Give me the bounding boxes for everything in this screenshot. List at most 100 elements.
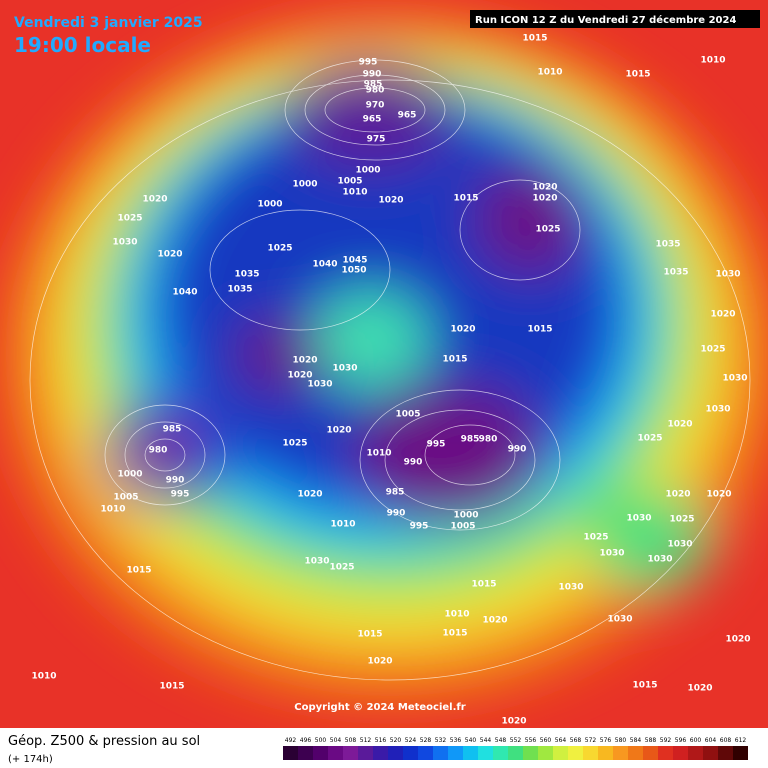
colorbar-cell xyxy=(328,746,343,760)
copyright: Copyright © 2024 Meteociel.fr xyxy=(294,702,465,713)
pressure-label: 1015 xyxy=(527,325,552,335)
colorbar-label: 540 xyxy=(465,737,477,744)
colorbar-cell xyxy=(703,746,718,760)
colorbar-cell xyxy=(688,746,703,760)
colorbar-cell xyxy=(598,746,613,760)
colorbar-cell xyxy=(298,746,313,760)
pressure-label: 1020 xyxy=(142,195,167,205)
pressure-label: 1035 xyxy=(234,270,259,280)
pressure-label: 1025 xyxy=(282,439,307,449)
colorbar-label: 564 xyxy=(555,737,567,744)
colorbar-cell xyxy=(628,746,643,760)
colorbar-label: 576 xyxy=(600,737,612,744)
run-box xyxy=(470,10,760,28)
colorbar-label: 556 xyxy=(525,737,537,744)
pressure-label: 1015 xyxy=(357,630,382,640)
colorbar-cell xyxy=(388,746,403,760)
pressure-label: 1020 xyxy=(532,183,557,193)
pressure-label: 1030 xyxy=(667,540,692,550)
pressure-label: 1000 xyxy=(257,200,282,210)
pressure-label: 990 xyxy=(508,445,527,455)
pressure-label: 1025 xyxy=(637,434,662,444)
pressure-label: 1010 xyxy=(366,449,391,459)
colorbar-cell xyxy=(403,746,418,760)
pressure-label: 1005 xyxy=(450,522,475,532)
pressure-label: 1045 xyxy=(342,256,367,266)
pressure-label: 1015 xyxy=(632,681,657,691)
colorbar-label: 552 xyxy=(510,737,522,744)
pressure-label: 980 xyxy=(479,435,498,445)
footer-title: Géop. Z500 & pression au sol xyxy=(8,734,200,749)
pressure-label: 1040 xyxy=(172,288,197,298)
colorbar-label: 544 xyxy=(480,737,492,744)
pressure-label: 1040 xyxy=(312,260,337,270)
colorbar-label: 528 xyxy=(420,737,432,744)
date: Vendredi 3 janvier 2025 xyxy=(14,15,203,31)
colorbar-cell xyxy=(478,746,493,760)
pressure-label: 980 xyxy=(149,446,168,456)
pressure-label: 1030 xyxy=(705,405,730,415)
colorbar-cell xyxy=(313,746,328,760)
pressure-label: 1025 xyxy=(669,515,694,525)
colorbar-label: 524 xyxy=(405,737,417,744)
pressure-label: 1025 xyxy=(583,533,608,543)
pressure-label: 980 xyxy=(366,86,385,96)
colorbar-cell xyxy=(553,746,568,760)
footer-lead: (+ 174h) xyxy=(8,754,53,765)
pressure-label: 1020 xyxy=(367,657,392,667)
pressure-label: 1010 xyxy=(330,520,355,530)
geopotential-field xyxy=(0,15,768,705)
pressure-label: 1050 xyxy=(341,266,366,276)
pressure-label: 1010 xyxy=(31,672,56,682)
colorbar-label: 580 xyxy=(615,737,627,744)
colorbar-cell xyxy=(343,746,358,760)
colorbar-label: 504 xyxy=(330,737,342,744)
colorbar-label: 500 xyxy=(315,737,327,744)
pressure-label: 1020 xyxy=(378,196,403,206)
pressure-label: 1000 xyxy=(453,511,478,521)
colorbar-cell xyxy=(358,746,373,760)
pressure-label: 995 xyxy=(410,522,429,532)
pressure-label: 1015 xyxy=(159,682,184,692)
pressure-label: 965 xyxy=(363,115,382,125)
pressure-label: 1025 xyxy=(329,563,354,573)
colorbar-label: 600 xyxy=(690,737,702,744)
time: 19:00 locale xyxy=(14,33,151,57)
pressure-label: 1010 xyxy=(100,505,125,515)
colorbar-cell xyxy=(673,746,688,760)
pressure-label: 1010 xyxy=(342,188,367,198)
colorbar-label: 492 xyxy=(285,737,297,744)
colorbar-label: 508 xyxy=(345,737,357,744)
pressure-label: 1020 xyxy=(482,616,507,626)
colorbar-label: 612 xyxy=(735,737,747,744)
pressure-label: 1020 xyxy=(450,325,475,335)
pressure-label: 985 xyxy=(364,80,383,90)
colorbar-label: 584 xyxy=(630,737,642,744)
pressure-label: 1030 xyxy=(647,555,672,565)
pressure-label: 1020 xyxy=(501,717,526,727)
colorbar-cell xyxy=(583,746,598,760)
pressure-label: 1030 xyxy=(112,238,137,248)
pressure-label: 1030 xyxy=(304,557,329,567)
pressure-label: 1020 xyxy=(667,420,692,430)
pressure-label: 990 xyxy=(166,476,185,486)
pressure-label: 1020 xyxy=(157,250,182,260)
colorbar-cell xyxy=(433,746,448,760)
colorbar-label: 596 xyxy=(675,737,687,744)
pressure-label: 1020 xyxy=(725,635,750,645)
pressure-label: 1015 xyxy=(442,629,467,639)
colorbar-cell xyxy=(508,746,523,760)
pressure-label: 1030 xyxy=(626,514,651,524)
pressure-label: 995 xyxy=(427,440,446,450)
colorbar-cell xyxy=(658,746,673,760)
colorbar-cell xyxy=(523,746,538,760)
colorbar-label: 496 xyxy=(300,737,312,744)
pressure-label: 1025 xyxy=(267,244,292,254)
colorbar-label: 568 xyxy=(570,737,582,744)
colorbar-label: 512 xyxy=(360,737,372,744)
colorbar-label: 560 xyxy=(540,737,552,744)
pressure-label: 1025 xyxy=(700,345,725,355)
